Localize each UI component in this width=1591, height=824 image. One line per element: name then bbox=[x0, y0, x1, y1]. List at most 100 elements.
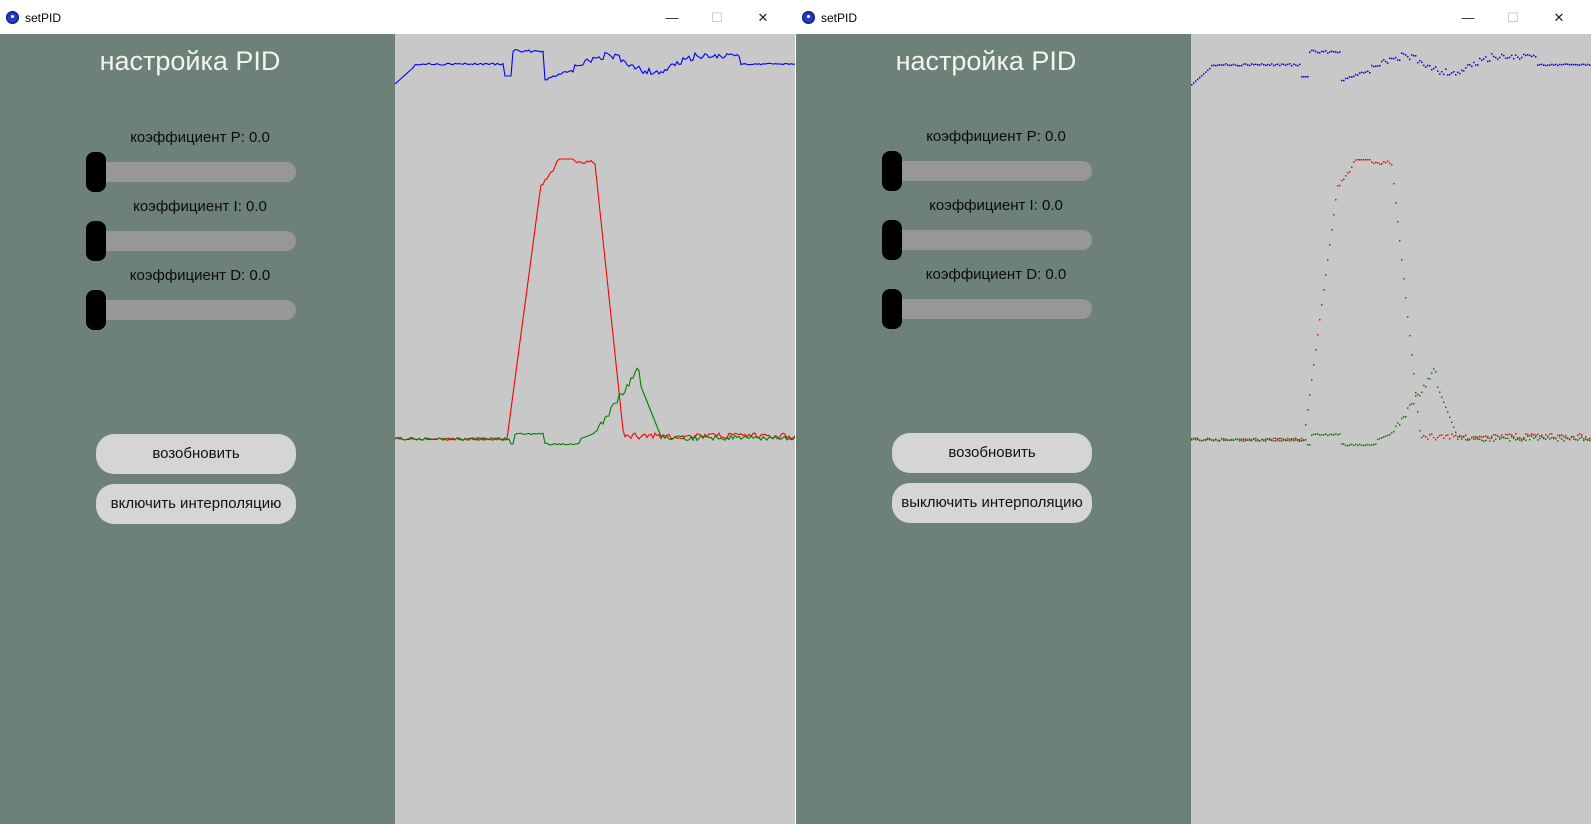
series-red-point bbox=[1425, 436, 1427, 438]
series-blue-point bbox=[1371, 64, 1373, 67]
series-green-point bbox=[1239, 440, 1241, 442]
series-green-point bbox=[1363, 444, 1365, 447]
slider-track[interactable] bbox=[882, 230, 1092, 250]
series-blue-point bbox=[1321, 50, 1323, 53]
series-green-point bbox=[1337, 434, 1339, 436]
series-red-point bbox=[1273, 437, 1275, 440]
close-icon[interactable]: ✕ bbox=[757, 10, 769, 25]
series-blue-point bbox=[1549, 64, 1551, 66]
slider-knob[interactable] bbox=[882, 220, 902, 260]
series-red-point bbox=[1299, 438, 1301, 441]
series-blue-point bbox=[1261, 63, 1263, 65]
slider-knob[interactable] bbox=[86, 221, 106, 261]
series-blue-point bbox=[1529, 54, 1531, 57]
minimize-icon[interactable]: — bbox=[665, 10, 679, 25]
series-blue-point bbox=[1475, 64, 1477, 66]
series-green-point bbox=[1465, 439, 1467, 441]
close-icon[interactable]: ✕ bbox=[1553, 10, 1565, 25]
resume-button[interactable]: возобновить bbox=[96, 434, 296, 474]
series-green-point bbox=[1307, 444, 1309, 446]
series-blue-point bbox=[1585, 64, 1587, 66]
title-bar[interactable]: setPID — ☐ ✕ bbox=[0, 0, 795, 34]
slider-knob[interactable] bbox=[882, 151, 902, 191]
series-green-point bbox=[1303, 439, 1305, 442]
series-blue-point bbox=[1225, 63, 1227, 65]
series-red-point bbox=[1225, 439, 1227, 442]
series-blue-point bbox=[1315, 50, 1317, 53]
series-green-point bbox=[1237, 438, 1239, 441]
slider-track[interactable] bbox=[86, 300, 296, 320]
resume-button[interactable]: возобновить bbox=[892, 433, 1092, 473]
maximize-icon[interactable]: ☐ bbox=[1507, 10, 1519, 25]
series-blue-point bbox=[1579, 64, 1581, 66]
series-red-point bbox=[1321, 304, 1323, 306]
series-blue-point bbox=[1399, 59, 1401, 61]
series-red-points bbox=[1191, 159, 1591, 442]
series-green-point bbox=[1333, 434, 1335, 436]
slider-i[interactable] bbox=[86, 221, 296, 261]
interpolation-toggle-button[interactable]: выключить интерполяцию bbox=[892, 483, 1092, 523]
slider-knob[interactable] bbox=[882, 289, 902, 329]
minimize-icon[interactable]: — bbox=[1461, 10, 1475, 25]
series-green-point bbox=[1207, 437, 1209, 439]
interpolation-toggle-button[interactable]: включить интерполяцию bbox=[96, 484, 296, 524]
series-blue-point bbox=[1545, 64, 1547, 67]
series-green-point bbox=[1263, 440, 1265, 442]
series-green-point bbox=[1223, 438, 1225, 440]
plot-canvas bbox=[1191, 49, 1591, 447]
slider-track[interactable] bbox=[882, 161, 1092, 181]
series-blue-point bbox=[1387, 62, 1389, 64]
series-red-point bbox=[1195, 438, 1197, 441]
series-blue-point bbox=[1235, 64, 1237, 66]
series-red-point bbox=[1467, 438, 1469, 440]
series-green-point bbox=[1387, 434, 1389, 437]
slider-track[interactable] bbox=[86, 231, 296, 251]
series-red-point bbox=[1383, 161, 1385, 163]
slider-track[interactable] bbox=[86, 162, 296, 182]
series-red-point bbox=[1495, 434, 1497, 436]
series-green-point bbox=[1571, 435, 1573, 438]
slider-track[interactable] bbox=[882, 299, 1092, 319]
series-red-point bbox=[1389, 162, 1391, 165]
series-blue-point bbox=[1521, 56, 1523, 59]
slider-i[interactable] bbox=[882, 220, 1092, 260]
slider-p[interactable] bbox=[882, 151, 1092, 191]
series-blue-point bbox=[1203, 73, 1205, 75]
series-red-point bbox=[1329, 244, 1331, 246]
series-blue-point bbox=[1229, 64, 1231, 67]
series-green-point bbox=[1537, 439, 1539, 441]
series-blue-point bbox=[1251, 63, 1253, 65]
series-green-point bbox=[1517, 438, 1519, 440]
series-red-point bbox=[1367, 159, 1369, 161]
series-blue-point bbox=[1223, 64, 1225, 66]
series-green-point bbox=[1559, 436, 1561, 439]
slider-d[interactable] bbox=[882, 289, 1092, 329]
slider-knob[interactable] bbox=[86, 152, 106, 192]
series-blue-point bbox=[1531, 55, 1533, 58]
series-blue-point bbox=[1363, 72, 1365, 74]
series-blue-point bbox=[1221, 64, 1223, 66]
slider-knob[interactable] bbox=[86, 290, 106, 330]
series-blue-point bbox=[1355, 73, 1357, 76]
maximize-icon[interactable]: ☐ bbox=[711, 10, 723, 25]
series-green-point bbox=[1445, 406, 1447, 408]
series-green-point bbox=[1439, 391, 1441, 393]
series-red-point bbox=[1317, 334, 1319, 336]
series-green-point bbox=[1301, 437, 1303, 440]
series-green-point bbox=[1401, 417, 1403, 420]
series-green-point bbox=[1391, 432, 1393, 434]
slider-d[interactable] bbox=[86, 290, 296, 330]
series-blue-point bbox=[1249, 64, 1251, 67]
series-red-point bbox=[1335, 199, 1337, 201]
series-red-point bbox=[1395, 202, 1397, 204]
series-blue-point bbox=[1485, 56, 1487, 58]
title-bar[interactable]: setPID — ☐ ✕ bbox=[796, 0, 1591, 34]
slider-p[interactable] bbox=[86, 152, 296, 192]
series-blue-point bbox=[1207, 69, 1209, 72]
series-green-point bbox=[1501, 436, 1503, 439]
series-blue-point bbox=[1449, 73, 1451, 76]
series-green-point bbox=[1205, 438, 1207, 441]
series-blue-point bbox=[1501, 53, 1503, 56]
series-red-point bbox=[1231, 438, 1233, 441]
series-red-point bbox=[1381, 163, 1383, 165]
